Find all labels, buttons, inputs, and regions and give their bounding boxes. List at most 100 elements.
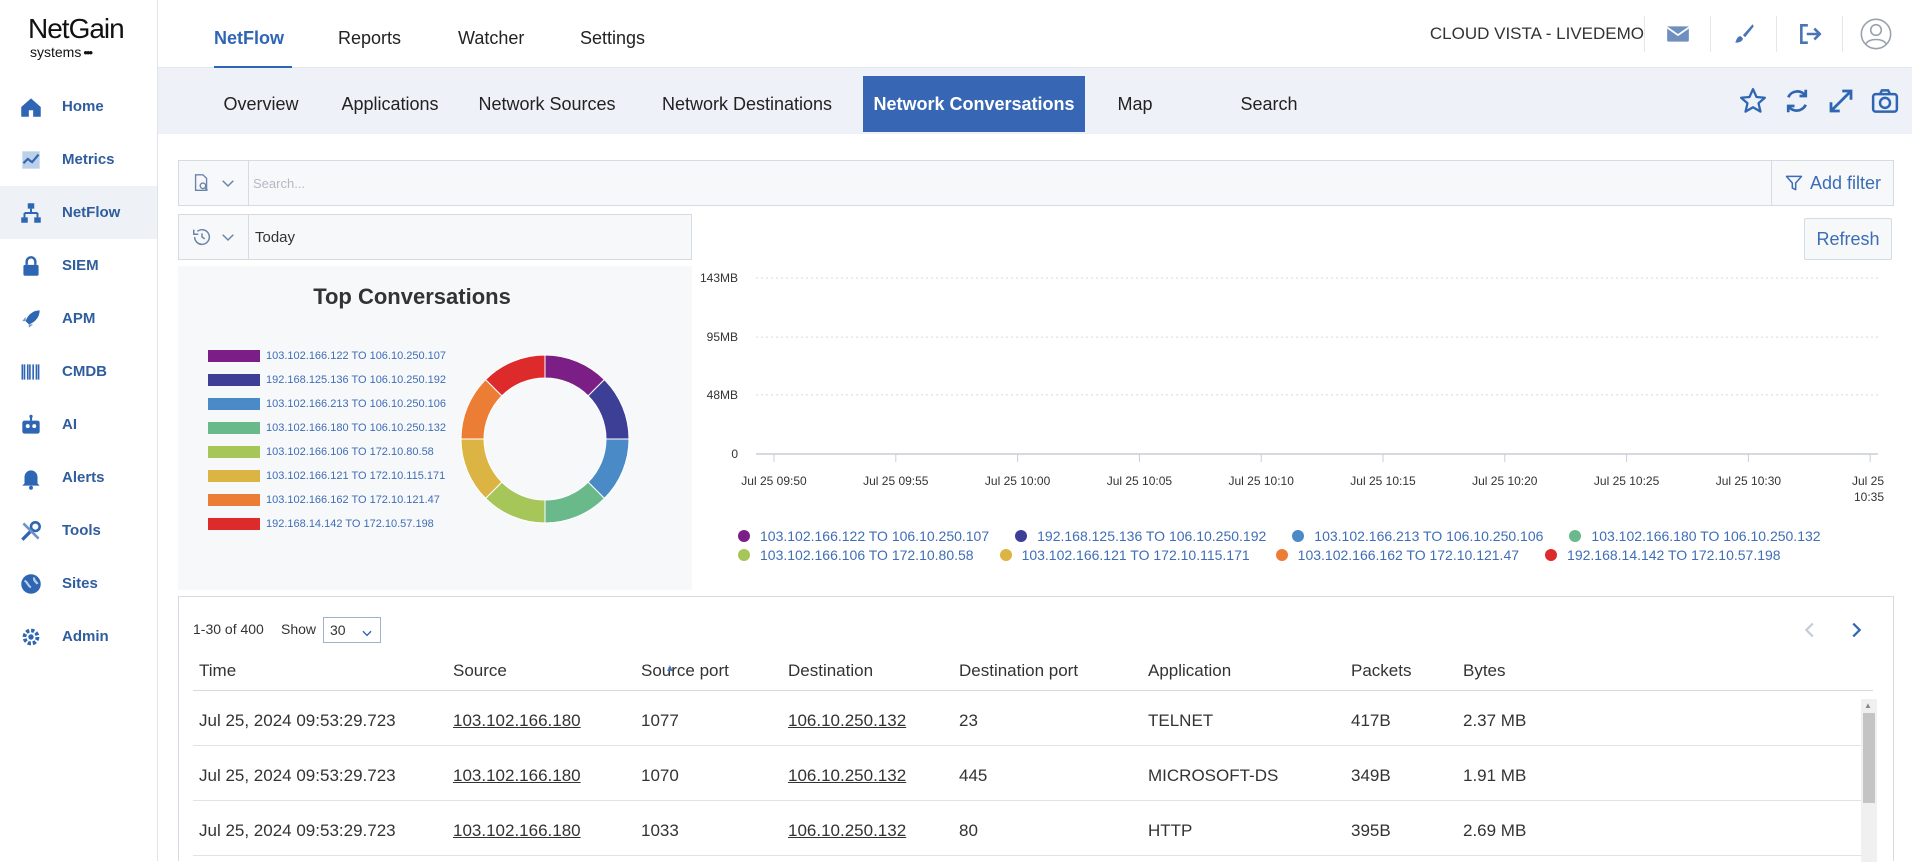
column-header-source[interactable]: Source	[453, 661, 507, 680]
tab-settings[interactable]: Settings	[580, 28, 646, 48]
cell-source[interactable]: 103.102.166.180	[453, 711, 581, 730]
sidebar-item-home[interactable]: Home	[0, 80, 157, 133]
sort-ascending-icon[interactable]: ▲	[665, 663, 675, 674]
chart-legend-item[interactable]: 103.102.166.162 TO 172.10.121.47	[1275, 545, 1519, 564]
subtab-search[interactable]: Search	[1240, 94, 1298, 114]
subtab-network-sources[interactable]: Network Sources	[478, 94, 616, 114]
donut-legend-item[interactable]: 103.102.166.180 TO 106.10.250.132	[208, 416, 446, 440]
legend-label: 103.102.166.106 TO 172.10.80.58	[266, 446, 434, 458]
search-input[interactable]	[251, 167, 1751, 199]
logo-dots: •••	[83, 45, 93, 60]
star-icon[interactable]	[1738, 86, 1770, 118]
legend-dot	[738, 548, 750, 561]
prev-page-button[interactable]	[1799, 619, 1823, 643]
donut-legend-item[interactable]: 103.102.166.106 TO 172.10.80.58	[208, 440, 446, 464]
traffic-area-chart[interactable]: 0 48MB 95MB 143MB Jul 25 09:50 Jul 25 09:55 Ju…	[694, 266, 1894, 521]
traffic-chart-panel: 0 48MB 95MB 143MB Jul 25 09:50 Jul 25 09:55 Ju…	[694, 266, 1894, 590]
tab-reports[interactable]: Reports	[338, 28, 402, 48]
donut-legend-item[interactable]: 103.102.166.121 TO 172.10.115.171	[208, 464, 446, 488]
chart-legend-item[interactable]: 103.102.166.121 TO 172.10.115.171	[999, 545, 1250, 564]
donut-legend-item[interactable]: 103.102.166.162 TO 172.10.121.47	[208, 488, 446, 512]
subtab-network-destinations[interactable]: Network Destinations	[661, 94, 833, 114]
tab-watcher[interactable]: Watcher	[458, 28, 525, 48]
donut-slice[interactable]	[484, 354, 546, 397]
column-header-destination[interactable]: Destination	[788, 661, 874, 680]
brush-icon[interactable]	[1710, 16, 1776, 52]
cell-destination[interactable]: 106.10.250.132	[788, 766, 907, 785]
legend-dot	[1569, 529, 1582, 542]
next-page-button[interactable]	[1845, 619, 1869, 643]
chart-legend-item[interactable]: 103.102.166.106 TO 172.10.80.58	[738, 545, 974, 564]
chart-legend-item[interactable]: 103.102.166.213 TO 106.10.250.106	[1292, 526, 1543, 545]
column-header-bytes[interactable]: Bytes	[1463, 661, 1506, 680]
donut-legend-item[interactable]: 192.168.14.142 TO 172.10.57.198	[208, 512, 446, 536]
page-size-select[interactable]: 30	[323, 617, 381, 643]
expand-icon[interactable]	[1826, 86, 1858, 118]
sidebar-item-siem[interactable]: SIEM	[0, 239, 157, 292]
time-range-value[interactable]: Today	[255, 229, 296, 246]
x-tick-label: Jul 25 10:15	[1350, 474, 1416, 488]
user-avatar-icon[interactable]	[1842, 16, 1908, 52]
table-scrollbar[interactable]: ▲	[1861, 699, 1877, 862]
chart-legend-item[interactable]: 192.168.125.136 TO 106.10.250.192	[1015, 526, 1266, 545]
sidebar-item-tools[interactable]: Tools	[0, 504, 157, 557]
cell-destination[interactable]: 106.10.250.132	[788, 821, 907, 840]
chevron-down-icon	[221, 180, 234, 188]
tab-netflow[interactable]: NetFlow	[214, 0, 292, 68]
camera-icon[interactable]	[1870, 86, 1902, 118]
legend-swatch	[208, 350, 260, 362]
time-range-dropdown[interactable]	[179, 215, 249, 259]
donut-legend-item[interactable]: 103.102.166.122 TO 106.10.250.107	[208, 344, 446, 368]
netgain-logo[interactable]: NetGain systems •••	[28, 14, 138, 66]
sidebar-item-label: Alerts	[62, 469, 105, 486]
table-row[interactable]: Jul 25, 2024 09:53:29.723 103.102.166.180…	[193, 691, 1873, 746]
sidebar-item-label: Metrics	[62, 151, 115, 168]
donut-legend-item[interactable]: 103.102.166.213 TO 106.10.250.106	[208, 392, 446, 416]
sidebar-item-cmdb[interactable]: CMDB	[0, 345, 157, 398]
chart-legend-item[interactable]: 103.102.166.122 TO 106.10.250.107	[738, 526, 989, 545]
subtab-map[interactable]: Map	[1117, 94, 1153, 114]
show-label: Show	[281, 621, 317, 637]
cell-destination-port: 80	[959, 821, 978, 840]
table-row[interactable]: Jul 25, 2024 09:53:29.723 103.102.166.180…	[193, 801, 1873, 856]
column-header-application[interactable]: Application	[1148, 661, 1232, 680]
logout-icon[interactable]	[1776, 16, 1842, 52]
chart-legend-item[interactable]: 103.102.166.180 TO 106.10.250.132	[1569, 526, 1821, 545]
cell-source[interactable]: 103.102.166.180	[453, 821, 581, 840]
donut-chart[interactable]	[460, 354, 630, 524]
column-header-destination-port[interactable]: Destination port	[959, 661, 1079, 680]
chart-legend-item[interactable]: 192.168.14.142 TO 172.10.57.198	[1545, 545, 1781, 564]
scrollbar-thumb[interactable]	[1863, 713, 1875, 803]
sidebar-item-ai[interactable]: AI	[0, 398, 157, 451]
table-row[interactable]: Jul 25, 2024 09:53:29.723 103.102.166.180…	[193, 746, 1873, 801]
refresh-button[interactable]: Refresh	[1804, 218, 1892, 260]
legend-dot	[738, 529, 750, 542]
cell-destination[interactable]: 106.10.250.132	[788, 711, 907, 730]
sidebar-item-admin[interactable]: Admin	[0, 610, 157, 663]
donut-legend-item[interactable]: 192.168.125.136 TO 106.10.250.192	[208, 368, 446, 392]
sidebar-item-metrics[interactable]: Metrics	[0, 133, 157, 186]
sidebar-item-sites[interactable]: Sites	[0, 557, 157, 610]
sidebar-item-netflow[interactable]: NetFlow	[0, 186, 157, 239]
sidebar-item-alerts[interactable]: Alerts	[0, 451, 157, 504]
subtab-applications[interactable]: Applications	[341, 94, 439, 114]
sidebar-item-apm[interactable]: APM	[0, 292, 157, 345]
scroll-up-icon[interactable]: ▲	[1864, 701, 1872, 710]
add-filter-button[interactable]: Add filter	[1771, 161, 1893, 205]
conversations-table-panel: 1-30 of 400 Show 30 Time Source Source por…	[178, 596, 1894, 862]
legend-dot	[999, 548, 1012, 561]
sidebar-item-label: Sites	[62, 575, 98, 592]
column-header-source-port[interactable]: Source port	[641, 661, 729, 680]
cell-source[interactable]: 103.102.166.180	[453, 766, 581, 785]
column-header-packets[interactable]: Packets	[1351, 661, 1412, 680]
legend-label: 103.102.166.122 TO 106.10.250.107	[266, 350, 447, 362]
search-type-dropdown[interactable]	[179, 161, 249, 205]
refresh-icon[interactable]	[1782, 86, 1814, 118]
column-header-time[interactable]: Time	[199, 661, 237, 680]
cell-packets: 349B	[1351, 766, 1391, 785]
subtab-overview[interactable]: Overview	[223, 94, 299, 114]
subtab-network-conversations[interactable]: Network Conversations	[863, 76, 1085, 132]
chart-legend: 103.102.166.122 TO 106.10.250.107 192.168…	[738, 526, 1888, 564]
legend-label: 192.168.125.136 TO 106.10.250.192	[1037, 527, 1267, 544]
mail-icon[interactable]	[1644, 16, 1710, 52]
